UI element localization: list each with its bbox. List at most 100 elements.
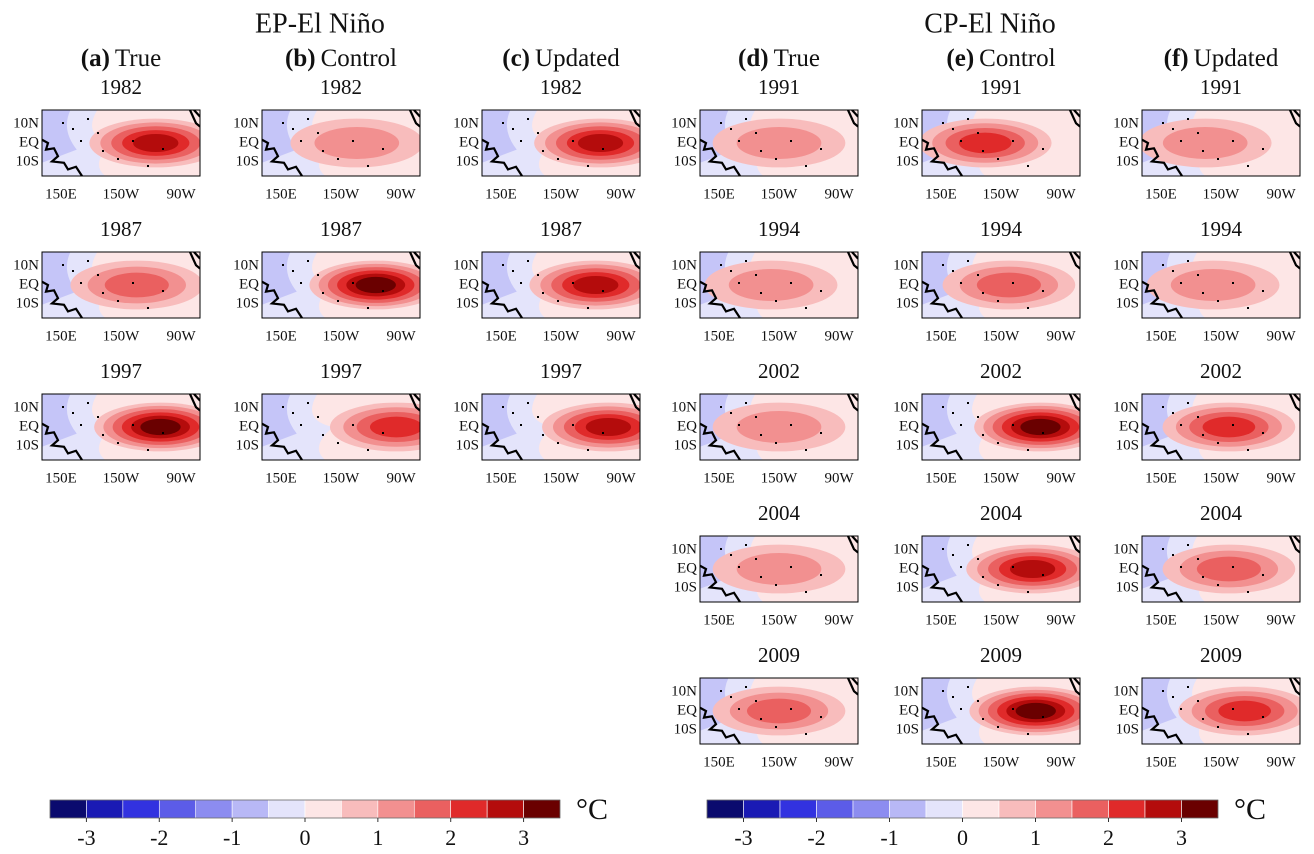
lon-label: 90W <box>1046 470 1076 486</box>
lon-label: 150W <box>543 186 581 202</box>
map-frame <box>481 109 641 177</box>
island <box>97 274 99 276</box>
sst-map <box>921 535 1081 603</box>
panel-letter: (a) <box>81 45 110 72</box>
lon-label: 150E <box>1145 470 1177 486</box>
island <box>738 424 740 426</box>
coastline <box>482 110 640 176</box>
sst-map <box>699 535 859 603</box>
island <box>1202 150 1204 152</box>
lon-label: 90W <box>1266 186 1296 202</box>
island <box>942 122 944 124</box>
island <box>967 686 969 688</box>
lon-label: 150E <box>1145 186 1177 202</box>
coastline <box>42 252 200 318</box>
island <box>982 150 984 152</box>
colorbar-tick-label: -1 <box>223 825 241 850</box>
lat-label: 10S <box>236 295 259 311</box>
lon-label: 150W <box>983 612 1021 628</box>
lat-label: 10S <box>456 295 479 311</box>
year-label: 2002 <box>980 359 1022 383</box>
island <box>1217 726 1219 728</box>
coastline <box>262 110 420 176</box>
island <box>102 292 104 294</box>
lon-label: 90W <box>1266 612 1296 628</box>
island <box>1012 566 1014 568</box>
island <box>1217 584 1219 586</box>
coastline <box>262 394 420 460</box>
lon-label: 150E <box>485 328 517 344</box>
lat-label: 10S <box>674 153 697 169</box>
map-field <box>1142 536 1300 602</box>
island <box>1187 686 1189 688</box>
island <box>1012 424 1014 426</box>
lon-label: 90W <box>1266 470 1296 486</box>
lat-label: 10S <box>236 153 259 169</box>
island <box>1027 733 1029 735</box>
lon-label: 90W <box>606 186 636 202</box>
year-label: 1997 <box>540 359 582 383</box>
colorbar-tick-label: 2 <box>1103 825 1114 850</box>
year-label: 1982 <box>100 75 142 99</box>
lat-label: 10N <box>1113 115 1139 131</box>
sst-map <box>921 677 1081 745</box>
lon-label: 150E <box>485 186 517 202</box>
island <box>307 118 309 120</box>
colorbar-tick-label: -2 <box>807 825 825 850</box>
map-frame <box>261 393 421 461</box>
colorbar-bin <box>706 799 744 819</box>
lat-label: EQ <box>899 276 919 292</box>
colorbar-bin <box>962 799 1000 819</box>
sst-map <box>1141 535 1301 603</box>
island <box>352 424 354 426</box>
map-frame <box>1141 535 1301 603</box>
lon-label: 90W <box>824 612 854 628</box>
lon-label: 150E <box>925 328 957 344</box>
warm-anomaly <box>736 127 822 159</box>
colorbar-bin <box>377 799 415 819</box>
warm-anomaly <box>736 411 822 443</box>
lon-label: 150W <box>543 328 581 344</box>
map-field <box>922 252 1080 318</box>
map-frame <box>699 109 859 177</box>
island <box>382 432 384 434</box>
colorbar-bin <box>1144 799 1182 819</box>
lon-label: 150E <box>1145 612 1177 628</box>
island <box>1162 690 1164 692</box>
lon-label: 150W <box>1203 186 1241 202</box>
colorbar-bin <box>413 799 452 819</box>
lat-label: 10N <box>13 257 39 273</box>
coastline <box>262 252 420 318</box>
map-frame <box>921 393 1081 461</box>
lat-label: 10S <box>674 295 697 311</box>
map-field <box>42 252 200 318</box>
year-label: 1991 <box>980 75 1022 99</box>
panel-label: True <box>115 45 161 72</box>
island <box>805 307 807 309</box>
map-frame <box>41 109 201 177</box>
lon-label: 150W <box>323 186 361 202</box>
lat-label: EQ <box>899 418 919 434</box>
island <box>1247 591 1249 593</box>
lat-label: 10N <box>671 541 697 557</box>
island <box>1232 140 1234 142</box>
island <box>820 716 822 718</box>
island <box>520 140 522 142</box>
island <box>307 260 309 262</box>
island <box>960 424 962 426</box>
lon-label: 150W <box>761 612 799 628</box>
island <box>1172 554 1174 556</box>
island <box>587 449 589 451</box>
map-field <box>42 110 200 176</box>
island <box>745 260 747 262</box>
map-field <box>482 110 640 176</box>
lat-label: EQ <box>239 276 259 292</box>
colorbar-bin <box>195 799 233 819</box>
coastline <box>922 110 1080 176</box>
colorbar-tick-label: -1 <box>880 825 898 850</box>
island <box>337 442 339 444</box>
coastline <box>482 252 640 318</box>
island <box>542 292 544 294</box>
lon-label: 150E <box>265 470 297 486</box>
island <box>1187 402 1189 404</box>
